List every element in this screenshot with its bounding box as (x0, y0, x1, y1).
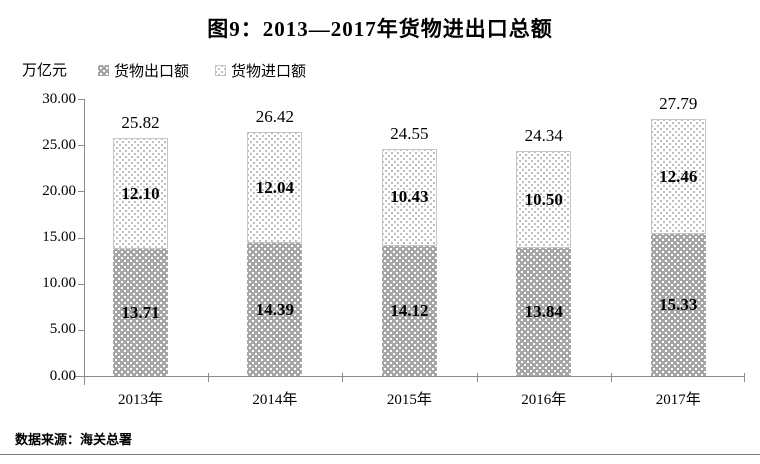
y-tick-mark (78, 237, 84, 239)
y-tick-mark (78, 283, 84, 285)
bar-group: 27.79 12.46 15.33 (650, 94, 706, 376)
x-tick-label: 2016年 (521, 392, 567, 408)
legend-item-label: 货物出口额 (114, 63, 190, 80)
import-value-label: 12.46 (659, 166, 698, 186)
x-tick-mark (476, 373, 478, 382)
x-tick-label: 2015年 (386, 392, 432, 408)
export-value-label: 14.39 (255, 299, 295, 319)
legend-item: 货物进口额 (215, 60, 306, 81)
x-tick-mark (342, 373, 344, 382)
x-tick-label: 2013年 (117, 392, 163, 408)
import-value-label: 10.50 (524, 189, 563, 209)
export-swatch-icon (98, 65, 109, 76)
import-segment: 12.04 (247, 132, 303, 244)
export-value-label: 15.33 (659, 295, 698, 315)
y-tick-label: 20.00 (42, 182, 76, 199)
import-value-label: 10.43 (390, 187, 429, 207)
import-segment: 12.46 (650, 119, 706, 235)
import-value-label: 12.04 (255, 177, 295, 197)
x-tick-label: 2014年 (252, 392, 298, 408)
import-swatch-icon (215, 65, 227, 76)
legend: 货物出口额 货物进口额 (98, 60, 306, 81)
export-value-label: 14.12 (390, 300, 429, 320)
legend-item: 货物出口额 (98, 60, 189, 81)
y-tick-label: 25.00 (42, 136, 76, 153)
total-value-label: 27.79 (659, 94, 698, 114)
bottom-divider (0, 454, 760, 455)
y-axis-line (84, 99, 85, 385)
export-value-label: 13.84 (524, 302, 563, 322)
y-tick-label: 30.00 (42, 90, 76, 107)
total-value-label: 25.82 (121, 112, 160, 132)
total-value-label: 26.42 (255, 107, 295, 126)
y-tick-label: 5.00 (49, 321, 76, 338)
bar-group: 25.82 12.10 13.71 (113, 113, 168, 376)
y-tick-label: 10.00 (42, 275, 76, 292)
export-segment: 13.71 (113, 249, 168, 376)
total-value-label: 24.55 (390, 124, 429, 144)
total-value-label: 24.34 (524, 126, 563, 146)
export-segment: 14.12 (381, 245, 437, 376)
import-value-label: 12.10 (121, 183, 160, 203)
export-segment: 13.84 (516, 248, 572, 376)
export-value-label: 13.71 (121, 302, 160, 322)
import-segment: 10.43 (381, 149, 437, 246)
y-axis-unit-label: 万亿元 (22, 62, 68, 79)
x-tick-mark (207, 373, 209, 382)
y-tick-label: 0.00 (49, 367, 76, 384)
import-segment: 10.50 (516, 151, 572, 249)
x-tick-mark (611, 373, 612, 382)
data-source: 数据来源：海关总署 (15, 432, 133, 447)
x-tick-mark (744, 373, 745, 382)
bar-group: 24.34 10.50 13.84 (516, 126, 572, 376)
y-tick-mark (78, 99, 84, 100)
legend-item-label: 货物进口额 (231, 63, 307, 80)
bar-group: 24.55 10.43 14.12 (381, 124, 437, 376)
bar-group: 26.42 12.04 14.39 (247, 107, 303, 376)
export-segment: 14.39 (247, 243, 303, 376)
y-tick-mark (78, 376, 84, 377)
y-tick-label: 15.00 (42, 229, 76, 245)
y-tick-mark (78, 191, 84, 193)
y-tick-mark (78, 329, 84, 331)
y-tick-mark (78, 145, 84, 147)
plot-area: 0.00 5.00 10.00 15.00 20.00 25.00 30.00 25.82 1… (42, 91, 745, 408)
x-axis-line (75, 376, 745, 377)
chart-title: 图9：2013—2017年货物进出口总额 (207, 17, 553, 41)
import-segment: 12.10 (113, 137, 168, 250)
export-segment: 15.33 (650, 234, 706, 376)
x-tick-label: 2017年 (655, 392, 701, 408)
